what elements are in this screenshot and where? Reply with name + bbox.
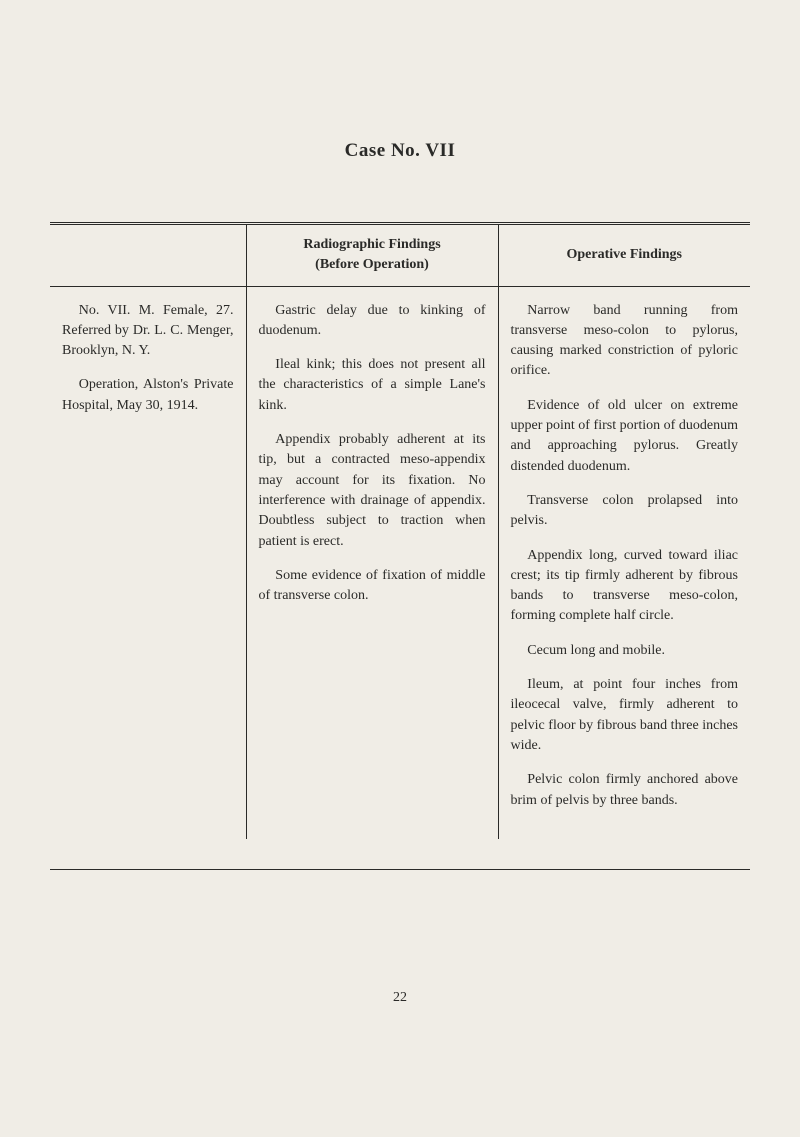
cell-col1: No. VII. M. Female, 27. Referred by Dr. … (50, 286, 246, 839)
col3-p1: Narrow band running from transverse meso… (511, 301, 739, 382)
cell-col2: Gastric delay due to kinking of duodenum… (246, 286, 498, 839)
col3-p5: Cecum long and mobile. (511, 641, 739, 661)
col2-p1: Gastric delay due to kinking of duodenum… (259, 301, 486, 342)
col3-p4: Appendix long, curved toward iliac crest… (511, 546, 739, 627)
header-col2-line1: Radiographic Findings (303, 237, 440, 252)
header-row: Radiographic Findings (Before Operation)… (50, 225, 750, 286)
header-col2: Radiographic Findings (Before Operation) (246, 225, 498, 286)
col2-p3: Appendix probably adherent at its tip, b… (259, 430, 486, 552)
case-table: Radiographic Findings (Before Operation)… (50, 225, 750, 839)
col2-p2: Ileal kink; this does not present all th… (259, 355, 486, 416)
table-header: Radiographic Findings (Before Operation)… (50, 225, 750, 286)
header-col3: Operative Findings (498, 225, 750, 286)
table-body: No. VII. M. Female, 27. Referred by Dr. … (50, 286, 750, 839)
case-title: Case No. VII (50, 140, 750, 162)
col1-p1: No. VII. M. Female, 27. Referred by Dr. … (62, 301, 234, 362)
bottom-rule (50, 869, 750, 870)
page-container: Case No. VII Radiographic Findings (Befo… (0, 0, 800, 1046)
page-number: 22 (50, 990, 750, 1006)
col1-p2: Operation, Alston's Private Hospital, Ma… (62, 375, 234, 416)
col3-p2: Evidence of old ulcer on extreme upper p… (511, 396, 739, 477)
col2-p4: Some evidence of fixation of middle of t… (259, 566, 486, 607)
col3-p3: Transverse colon prolapsed into pelvis. (511, 491, 739, 532)
header-col2-line2: (Before Operation) (315, 257, 429, 272)
col3-p7: Pelvic colon firmly anchored above brim … (511, 770, 739, 811)
header-col1 (50, 225, 246, 286)
body-row: No. VII. M. Female, 27. Referred by Dr. … (50, 286, 750, 839)
cell-col3: Narrow band running from transverse meso… (498, 286, 750, 839)
col3-p6: Ileum, at point four inches from ileocec… (511, 675, 739, 756)
